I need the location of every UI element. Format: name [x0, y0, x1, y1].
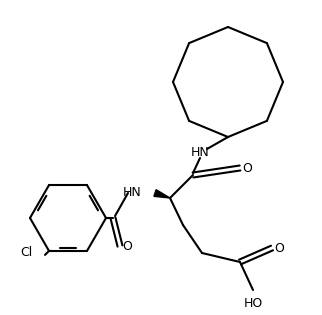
Text: HN: HN [191, 146, 209, 158]
Text: Cl: Cl [21, 246, 33, 260]
Text: O: O [242, 162, 252, 175]
Text: HO: HO [243, 297, 263, 310]
Polygon shape [154, 190, 170, 198]
Text: O: O [122, 239, 132, 253]
Text: O: O [274, 242, 284, 255]
Text: HN: HN [123, 186, 142, 199]
